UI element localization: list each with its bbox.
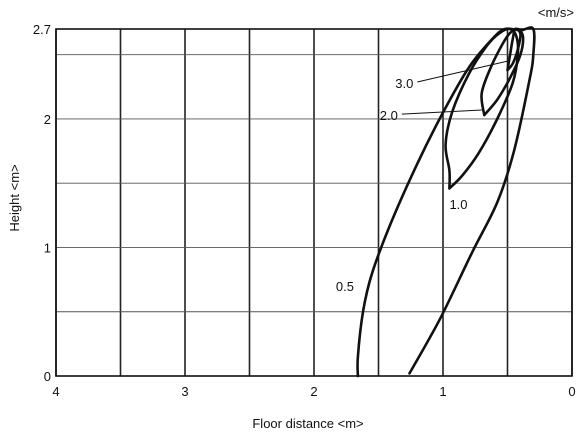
- contour-line: [506, 27, 522, 72]
- x-axis: 4 3 2 1 0: [52, 384, 575, 399]
- plot-frame: [55, 28, 573, 377]
- y-tick-label: 0: [44, 369, 51, 384]
- contour-label: 0.5: [336, 279, 354, 294]
- contour-label: 3.0: [395, 76, 413, 91]
- x-tick-label: 1: [439, 384, 446, 399]
- label-leader-line: [417, 60, 508, 83]
- y-tick-label: 1: [44, 240, 51, 255]
- contour-labels: 0.5 1.0 2.0 3.0: [336, 60, 508, 294]
- x-tick-label: 4: [52, 384, 59, 399]
- x-axis-title: Floor distance <m>: [252, 416, 363, 431]
- label-leader-line: [401, 109, 482, 115]
- x-tick-label: 0: [568, 384, 575, 399]
- x-tick-label: 3: [181, 384, 188, 399]
- x-tick-label: 2: [310, 384, 317, 399]
- y-tick-label: 2.7: [33, 22, 51, 37]
- contour-label: 2.0: [380, 108, 398, 123]
- grid: [55, 28, 573, 377]
- y-axis: 0 1 2 2.7: [33, 22, 51, 384]
- contour-label: 1.0: [449, 197, 467, 212]
- unit-label: <m/s>: [538, 5, 574, 20]
- y-tick-label: 2: [44, 112, 51, 127]
- y-axis-title: Height <m>: [7, 164, 22, 231]
